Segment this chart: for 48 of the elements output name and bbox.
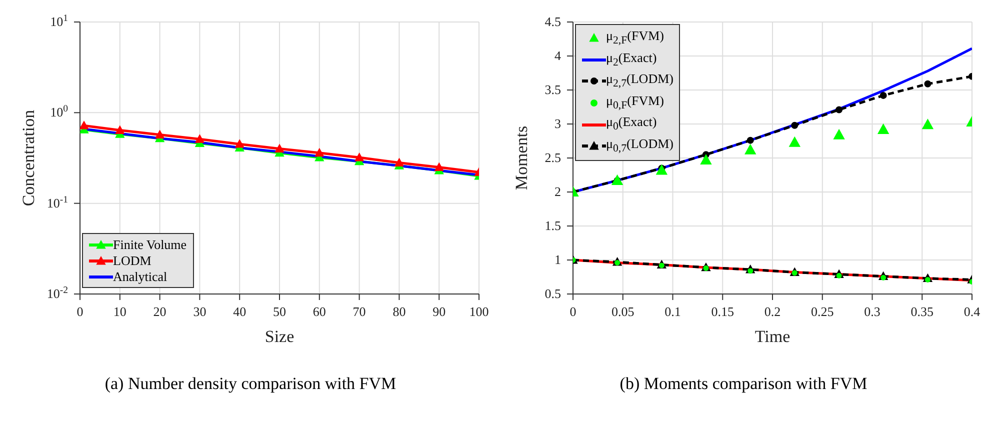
y-tick-label: 2 — [554, 184, 561, 199]
y-tick-label: 10$^{-1}$ — [46, 194, 68, 210]
x-tick-label: 0.2 — [764, 304, 781, 319]
y-tick-label: 10$^{0}$ — [50, 103, 68, 120]
y-tick-label: 3.5 — [544, 82, 561, 97]
x-tick-label: 30 — [193, 304, 206, 319]
legend-label: μ$_{2,F}$(FVM) — [606, 28, 664, 49]
x-tick-label: 0.3 — [864, 304, 880, 319]
x-tick-label: 0.4 — [964, 304, 981, 319]
x-axis-title: Size — [264, 327, 294, 346]
x-tick-label: 80 — [392, 304, 406, 319]
x-tick-label: 0.1 — [664, 304, 681, 319]
x-tick-label: 0 — [570, 304, 576, 319]
x-axis-title: Time — [754, 327, 790, 346]
legend-label: Finite Volume — [113, 237, 187, 252]
y-tick-label: 1.5 — [544, 218, 561, 233]
y-tick-label: 1 — [554, 252, 561, 267]
y-tick-label: 0.5 — [544, 286, 561, 301]
y-tick-label: 4.5 — [544, 14, 561, 29]
x-tick-label: 100 — [469, 304, 489, 319]
x-tick-label: 0.15 — [711, 304, 734, 319]
x-tick-label: 40 — [233, 304, 246, 319]
x-tick-label: 0.25 — [811, 304, 834, 319]
y-tick-label: 4 — [554, 48, 562, 63]
legend-label: Analytical — [113, 269, 168, 284]
legend-label: μ$_{2,7}$(LODM) — [606, 71, 674, 92]
y-tick-label: 10$^{-2}$ — [46, 284, 68, 301]
x-tick-label: 10 — [113, 304, 126, 319]
text: (b) Moments comparison with FVM — [618, 374, 868, 394]
x-tick-label: 0 — [76, 304, 84, 319]
legend-label: μ$_{0}$(Exact) — [606, 114, 657, 135]
x-tick-label: 60 — [312, 304, 326, 319]
text: (a) Number density comparison with FVM — [104, 374, 398, 394]
y-axis-title: Concentration — [19, 109, 38, 206]
x-tick-label: 70 — [352, 304, 366, 319]
y-tick-label: 10$^{1}$ — [50, 12, 68, 29]
y-tick-label: 3 — [554, 116, 561, 131]
legend-label: μ$_{0,F}$(FVM) — [606, 92, 664, 114]
legend-label: μ$_{2}$(Exact) — [606, 50, 657, 70]
y-axis-title: Moments — [512, 126, 532, 190]
legend-label: μ$_{0,7}$(LODM) — [606, 136, 674, 157]
x-tick-label: 0.35 — [910, 304, 934, 319]
x-tick-label: 90 — [432, 304, 446, 319]
legend-label: LODM — [113, 253, 152, 268]
x-tick-label: 50 — [273, 304, 286, 319]
x-tick-label: 0.05 — [612, 304, 634, 319]
y-tick-label: 2.5 — [544, 150, 561, 165]
x-tick-label: 20 — [153, 304, 166, 319]
